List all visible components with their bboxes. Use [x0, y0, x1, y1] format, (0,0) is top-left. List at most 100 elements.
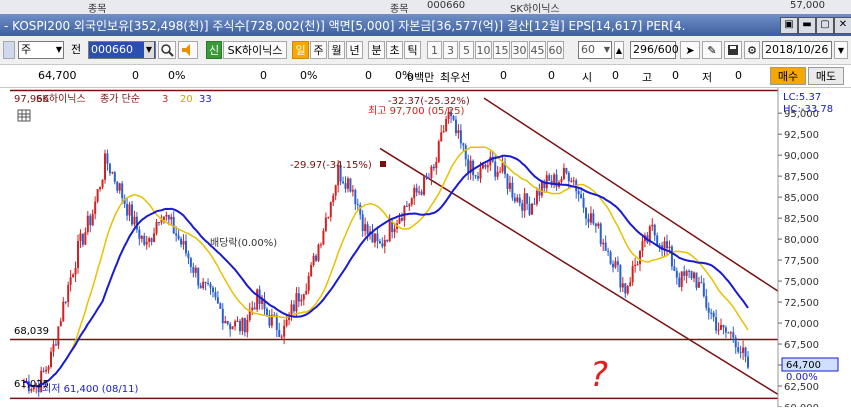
y-tick-label: 82,500: [784, 214, 819, 225]
candle: [199, 285, 202, 289]
buy-button[interactable]: 매수: [770, 67, 806, 85]
candle: [99, 187, 102, 190]
candle: [553, 174, 556, 185]
candle: [177, 235, 180, 239]
background-window-strip: 종목 종목 000660 SK하이닉스 57,000: [0, 0, 851, 14]
chevron-down-icon[interactable]: ▼: [834, 41, 848, 59]
candle: [366, 224, 369, 235]
tab-week[interactable]: 주: [310, 41, 327, 59]
candle: [214, 292, 217, 298]
tab-second[interactable]: 초: [386, 41, 403, 59]
candle: [334, 185, 337, 196]
interval-10[interactable]: 10: [475, 41, 492, 59]
candle: [720, 324, 723, 330]
legend-ma3: 3: [162, 94, 168, 105]
search-icon[interactable]: [158, 41, 176, 59]
candle: [329, 202, 332, 218]
candle: [462, 143, 465, 146]
count-field[interactable]: 296/600: [630, 41, 679, 59]
candle: [253, 307, 256, 310]
candle: [162, 216, 165, 221]
candle: [717, 329, 720, 331]
sell-button[interactable]: 매도: [808, 67, 844, 85]
date-field[interactable]: 2018/10/26: [762, 41, 832, 59]
interval-60[interactable]: 60: [547, 41, 564, 59]
y-tick-label: 85,000: [784, 193, 819, 204]
tools-icon[interactable]: ✎: [702, 41, 722, 59]
candle: [732, 332, 735, 338]
candle: [393, 228, 396, 233]
speaker-icon[interactable]: [178, 41, 198, 59]
candle: [189, 258, 192, 268]
tab-day[interactable]: 일: [292, 41, 309, 59]
gear-icon[interactable]: ⚙: [744, 41, 760, 59]
candle: [381, 243, 384, 247]
grip-icon[interactable]: [3, 41, 15, 59]
y-tick-label: 70,000: [784, 319, 819, 330]
tab-month[interactable]: 월: [328, 41, 345, 59]
candle: [91, 213, 94, 226]
close-icon[interactable]: ✕: [834, 17, 851, 34]
candle: [469, 160, 472, 173]
candle: [734, 337, 737, 348]
candle: [560, 179, 563, 183]
candle: [69, 277, 72, 285]
new-badge[interactable]: 신: [206, 41, 222, 59]
interval-15[interactable]: 15: [493, 41, 510, 59]
window-titlebar[interactable]: - KOSPI200 외국인보유[352,498(천)] 주식수[728,002…: [0, 14, 851, 36]
candle: [194, 267, 197, 273]
interval-select[interactable]: 60 ▼: [578, 41, 612, 59]
candle: [62, 301, 65, 322]
candle: [639, 250, 642, 265]
save-icon[interactable]: [724, 41, 742, 59]
restore-icon[interactable]: ▣: [780, 17, 798, 34]
candle: [683, 271, 686, 276]
spinner-icon[interactable]: ▲: [614, 41, 624, 59]
interval-45[interactable]: 45: [529, 41, 546, 59]
interval-3[interactable]: 3: [443, 41, 458, 59]
candle: [609, 252, 612, 264]
grid-toggle-icon[interactable]: [17, 109, 31, 122]
candle: [310, 264, 313, 276]
chart-svg[interactable]: 60,00062,50065,00067,50070,00072,50075,0…: [0, 88, 851, 410]
trend-channel: [379, 97, 779, 396]
candle: [631, 266, 634, 283]
candle: [408, 204, 411, 207]
interval-1[interactable]: 1: [427, 41, 442, 59]
candle: [486, 165, 489, 168]
tab-minute[interactable]: 분: [368, 41, 385, 59]
candle: [629, 282, 632, 286]
candle: [373, 233, 376, 243]
candle: [101, 179, 104, 188]
tab-tick[interactable]: 틱: [404, 41, 421, 59]
ma33-line: [23, 154, 749, 388]
reference-lines: [10, 89, 778, 400]
interval-5[interactable]: 5: [459, 41, 474, 59]
candle: [729, 332, 732, 334]
candle: [705, 296, 708, 308]
tab-year[interactable]: 년: [346, 41, 363, 59]
candle: [315, 255, 318, 261]
stock-name-label[interactable]: SK하이닉스: [223, 41, 287, 59]
candle: [364, 224, 367, 232]
candle: [126, 204, 129, 216]
pointer-icon[interactable]: ➤: [680, 41, 700, 59]
candle: [84, 232, 87, 245]
period-type-select[interactable]: 주 ▼: [18, 41, 64, 59]
chevron-down-icon[interactable]: ▼: [144, 42, 154, 58]
interval-30[interactable]: 30: [511, 41, 528, 59]
candle: [440, 132, 443, 142]
candle: [400, 218, 403, 221]
info-value: 0: [735, 69, 742, 82]
minimize-icon[interactable]: ▬: [798, 17, 816, 34]
candle: [715, 317, 718, 331]
candle: [67, 284, 70, 303]
current-price-box: [781, 357, 839, 372]
candle: [317, 244, 320, 261]
maximize-icon[interactable]: ▢: [816, 17, 834, 34]
candles: [23, 107, 749, 397]
quote-info-row: 64,700 0 0% 0 0% 0 0% 0백만 최우선 0 0 시 0 고 …: [0, 65, 851, 88]
candle: [295, 293, 298, 312]
price-chart[interactable]: 60,00062,50065,00067,50070,00072,50075,0…: [0, 88, 851, 410]
stock-code-input[interactable]: 000660 ▼: [88, 41, 156, 59]
